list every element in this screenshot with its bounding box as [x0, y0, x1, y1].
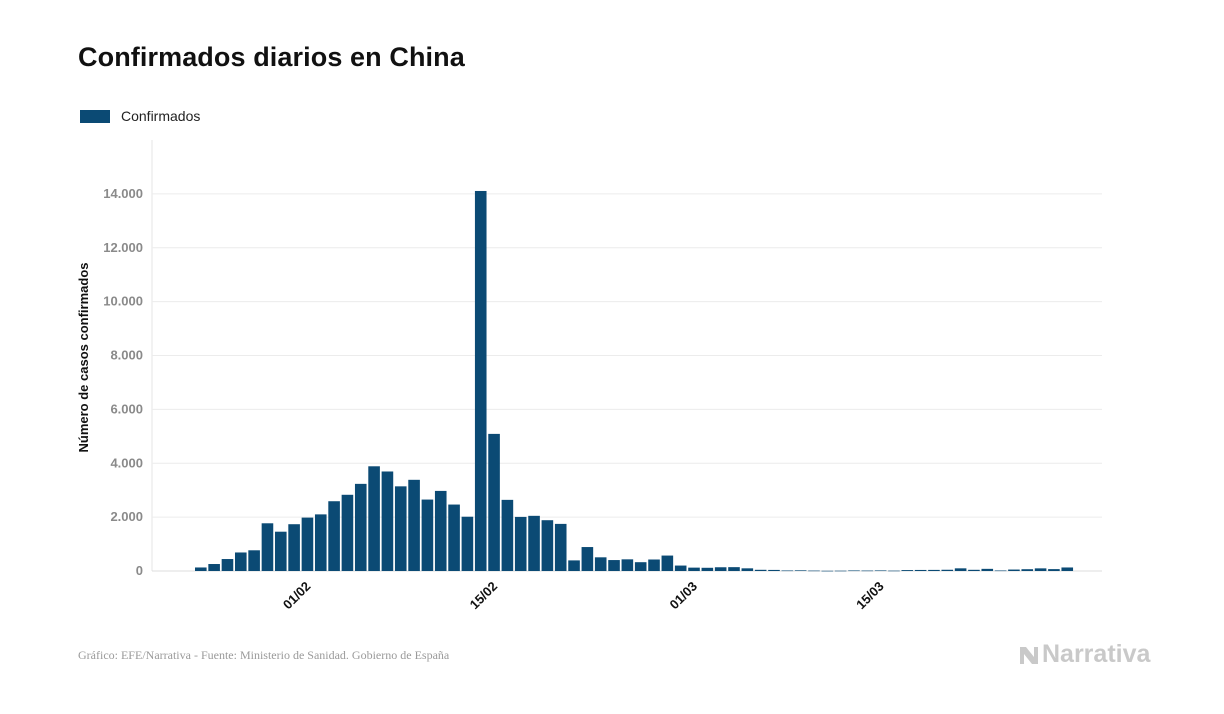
bar: [781, 570, 794, 572]
bar: [928, 569, 940, 571]
bar: [661, 555, 674, 571]
bar: [461, 516, 474, 571]
x-tick-label: 15/03: [853, 579, 887, 613]
bar: [368, 466, 380, 571]
bar: [195, 567, 207, 571]
bar: [914, 569, 927, 571]
bar: [941, 569, 954, 571]
bar: [408, 479, 420, 571]
bar: [394, 486, 407, 571]
bar: [208, 564, 220, 571]
y-tick-label: 2.000: [110, 509, 143, 524]
bar: [448, 504, 460, 571]
bar: [874, 570, 887, 572]
bar: [981, 568, 994, 571]
bar: [968, 569, 980, 571]
bar: [714, 567, 727, 571]
narrativa-logo-icon: [1020, 646, 1038, 664]
bar: [554, 523, 567, 571]
brand-name: Narrativa: [1042, 640, 1151, 668]
bar: [301, 517, 314, 571]
bar: [248, 550, 260, 571]
bar: [234, 552, 247, 571]
bar: [688, 567, 700, 571]
x-tick-label: 01/03: [667, 579, 701, 613]
bar: [794, 570, 807, 571]
bar: [634, 562, 647, 571]
bar: [568, 560, 580, 571]
bar: [328, 501, 340, 571]
bar: [1048, 569, 1060, 571]
bar: [381, 471, 394, 571]
legend-swatch: [80, 109, 110, 123]
bar: [528, 515, 540, 571]
bar: [701, 567, 714, 571]
x-tick-label: 01/02: [280, 579, 314, 613]
bar: [861, 570, 874, 572]
bar: [808, 570, 820, 572]
bar: [274, 531, 287, 571]
source-note: Gráfico: EFE/Narrativa - Fuente: Ministe…: [78, 648, 450, 662]
bar: [648, 559, 660, 571]
brand-logo: Narrativa: [1018, 640, 1150, 669]
bar: [728, 567, 740, 571]
bar: [754, 569, 767, 571]
y-axis-title: Número de casos confirmados: [76, 263, 91, 453]
bar: [434, 490, 447, 571]
bar: [261, 523, 274, 571]
bar: [848, 570, 860, 572]
y-tick-label: 10.000: [103, 294, 143, 309]
bar: [621, 559, 634, 571]
bar: [1034, 568, 1047, 571]
bar: [901, 570, 914, 571]
bar: [514, 516, 527, 571]
bar: [1021, 569, 1034, 571]
y-tick-label: 12.000: [103, 240, 143, 255]
bar: [674, 565, 687, 571]
bar: [834, 570, 847, 572]
y-tick-label: 6.000: [110, 401, 143, 416]
bar: [221, 559, 234, 571]
legend-label: Confirmados: [121, 108, 201, 124]
bar: [354, 483, 367, 571]
bar: [954, 568, 967, 571]
chart-title: Confirmados diarios en China: [78, 42, 465, 72]
y-tick-label: 4.000: [110, 455, 143, 470]
bar: [1061, 567, 1074, 571]
bar: [341, 494, 354, 571]
y-tick-label: 0: [136, 563, 143, 578]
bar: [821, 570, 834, 572]
bar: [501, 499, 514, 571]
bar: [768, 569, 780, 571]
bar: [581, 547, 594, 571]
x-tick-label: 15/02: [467, 579, 501, 613]
bar: [594, 557, 607, 571]
y-tick-label: 8.000: [110, 348, 143, 363]
legend: Confirmados: [80, 108, 200, 124]
bar: [314, 514, 327, 571]
bar: [488, 433, 500, 571]
bar: [288, 524, 300, 571]
bar: [421, 499, 434, 571]
bar: [1008, 569, 1020, 571]
bar: [541, 520, 554, 571]
y-tick-label: 14.000: [103, 186, 143, 201]
bar: [888, 570, 900, 572]
bar: [474, 190, 487, 571]
bar: [994, 570, 1007, 572]
bar: [741, 568, 754, 571]
bar: [608, 560, 620, 571]
